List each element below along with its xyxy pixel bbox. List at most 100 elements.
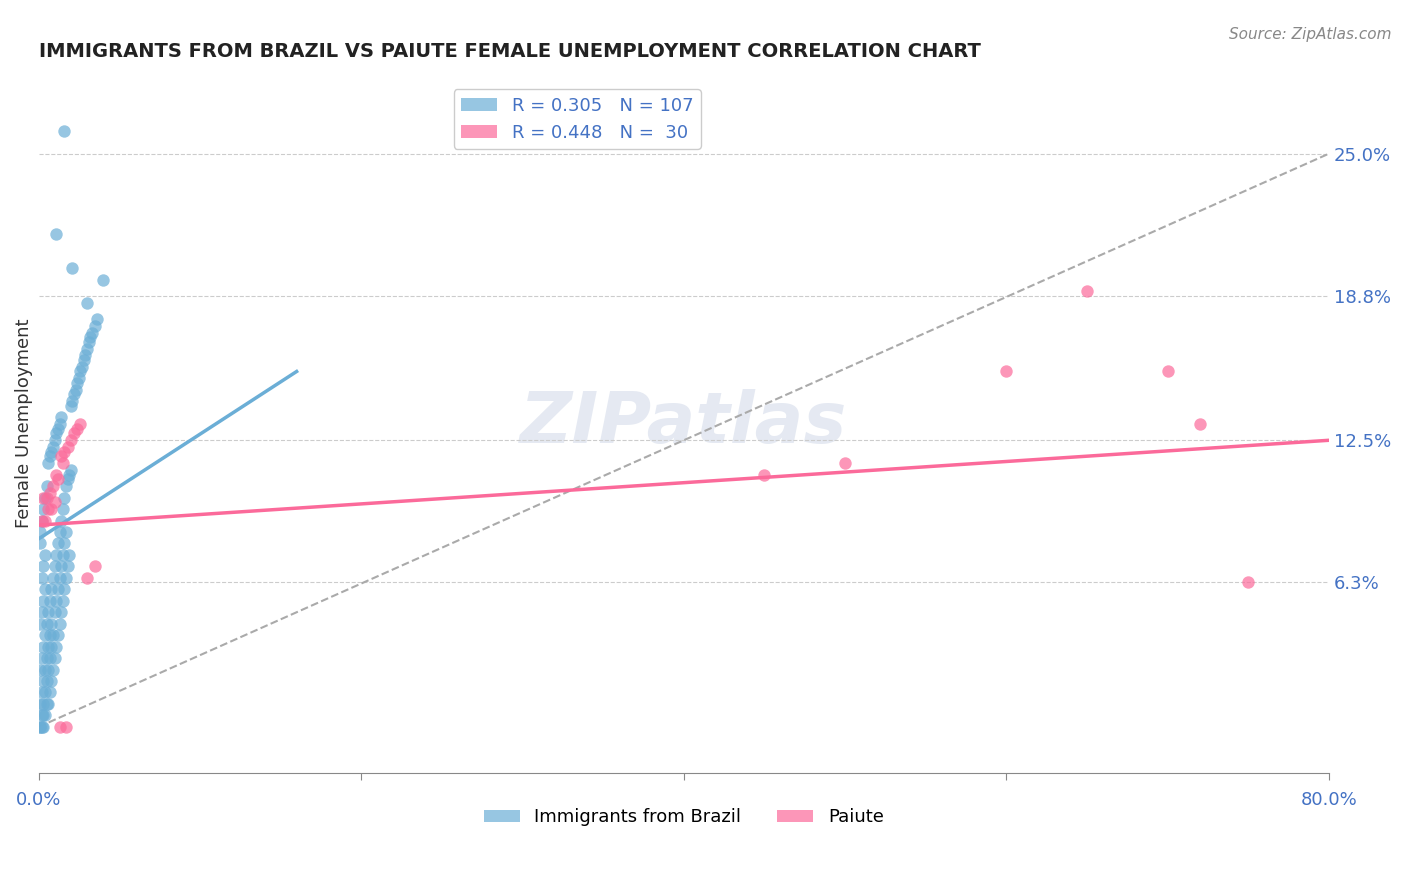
Point — [84, 318, 107, 333]
Point — [49, 410, 72, 425]
Point — [34, 514, 56, 528]
Point — [55, 720, 77, 734]
Point — [32, 594, 55, 608]
Point — [31, 651, 53, 665]
Point — [49, 559, 72, 574]
Point — [59, 434, 82, 448]
Point — [1076, 285, 1098, 299]
Text: IMMIGRANTS FROM BRAZIL VS PAIUTE FEMALE UNEMPLOYMENT CORRELATION CHART: IMMIGRANTS FROM BRAZIL VS PAIUTE FEMALE … — [38, 42, 980, 61]
Point — [44, 434, 66, 448]
Point — [79, 330, 101, 344]
Point — [45, 548, 67, 562]
Point — [56, 440, 79, 454]
Point — [37, 640, 59, 654]
Point — [34, 685, 56, 699]
Point — [55, 479, 77, 493]
Point — [35, 491, 58, 505]
Point — [69, 417, 91, 432]
Point — [56, 472, 79, 486]
Point — [35, 651, 58, 665]
Point — [41, 582, 63, 597]
Point — [44, 651, 66, 665]
Point — [32, 559, 55, 574]
Point — [69, 364, 91, 378]
Point — [38, 628, 60, 642]
Y-axis label: Female Unemployment: Female Unemployment — [15, 318, 32, 528]
Point — [45, 594, 67, 608]
Point — [48, 417, 70, 432]
Point — [38, 651, 60, 665]
Point — [31, 514, 53, 528]
Point — [32, 720, 55, 734]
Point — [1188, 417, 1211, 432]
Point — [62, 261, 84, 276]
Point — [55, 571, 77, 585]
Point — [56, 559, 79, 574]
Point — [30, 697, 52, 711]
Point — [48, 720, 70, 734]
Point — [42, 663, 65, 677]
Point — [41, 673, 63, 688]
Point — [49, 514, 72, 528]
Point — [1237, 575, 1260, 590]
Point — [65, 383, 87, 397]
Point — [58, 467, 80, 482]
Point — [31, 605, 53, 619]
Point — [834, 456, 856, 470]
Point — [52, 456, 75, 470]
Point — [80, 326, 103, 340]
Legend: Immigrants from Brazil, Paiute: Immigrants from Brazil, Paiute — [477, 801, 891, 834]
Point — [45, 640, 67, 654]
Point — [754, 467, 776, 482]
Point — [32, 708, 55, 723]
Point — [53, 536, 76, 550]
Point — [59, 463, 82, 477]
Point — [77, 334, 100, 349]
Point — [35, 616, 58, 631]
Point — [86, 311, 108, 326]
Point — [63, 387, 86, 401]
Point — [62, 394, 84, 409]
Point — [44, 495, 66, 509]
Point — [76, 295, 98, 310]
Point — [41, 444, 63, 458]
Point — [84, 559, 107, 574]
Point — [31, 571, 53, 585]
Point — [30, 720, 52, 734]
Point — [30, 524, 52, 539]
Point — [67, 371, 90, 385]
Point — [42, 479, 65, 493]
Point — [30, 720, 52, 734]
Point — [91, 273, 114, 287]
Point — [46, 582, 69, 597]
Point — [52, 594, 75, 608]
Point — [34, 628, 56, 642]
Point — [38, 486, 60, 500]
Point — [45, 426, 67, 441]
Point — [53, 444, 76, 458]
Point — [73, 353, 96, 368]
Point — [32, 640, 55, 654]
Point — [46, 472, 69, 486]
Point — [42, 628, 65, 642]
Point — [55, 524, 77, 539]
Point — [37, 502, 59, 516]
Point — [32, 502, 55, 516]
Point — [37, 456, 59, 470]
Point — [995, 364, 1018, 378]
Point — [48, 524, 70, 539]
Point — [41, 502, 63, 516]
Point — [49, 605, 72, 619]
Point — [53, 491, 76, 505]
Point — [31, 720, 53, 734]
Point — [35, 479, 58, 493]
Point — [41, 640, 63, 654]
Text: 0.0%: 0.0% — [15, 791, 62, 809]
Point — [46, 628, 69, 642]
Text: Source: ZipAtlas.com: Source: ZipAtlas.com — [1229, 27, 1392, 42]
Point — [52, 502, 75, 516]
Point — [76, 571, 98, 585]
Point — [30, 616, 52, 631]
Point — [44, 559, 66, 574]
Text: ZIPatlas: ZIPatlas — [520, 389, 848, 458]
